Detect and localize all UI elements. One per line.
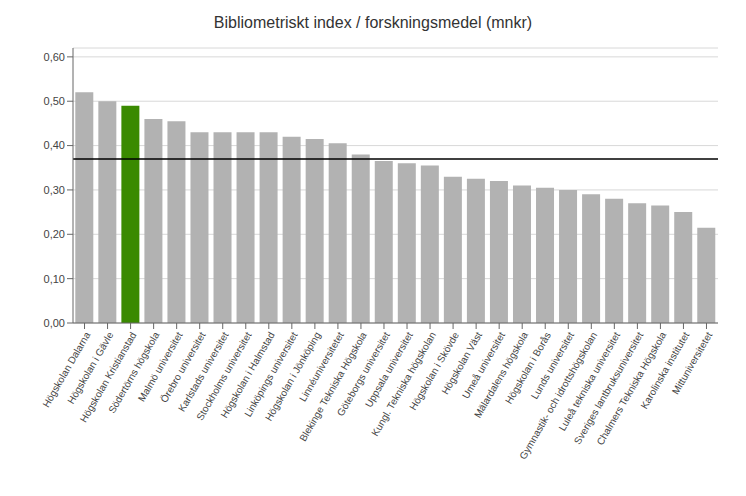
svg-text:0,10: 0,10 [44, 273, 65, 285]
svg-text:Högskolan i Halmstad: Högskolan i Halmstad [218, 330, 277, 420]
svg-text:Linköpings universitet: Linköpings universitet [242, 330, 300, 419]
svg-text:Högskolan i Borås: Högskolan i Borås [503, 330, 554, 406]
svg-text:Karolinska institutet: Karolinska institutet [638, 330, 692, 411]
svg-text:Högskolan Kristianstad: Högskolan Kristianstad [77, 330, 139, 425]
svg-text:Gymnastik- och idrottshögskola: Gymnastik- och idrottshögskolan [517, 330, 600, 462]
svg-text:Högskolan Väst: Högskolan Väst [439, 330, 484, 397]
svg-text:Karlstads universitet: Karlstads universitet [176, 330, 231, 414]
svg-text:Stockholms universitet: Stockholms universitet [194, 330, 254, 423]
svg-text:Högskolan i Jönköping: Högskolan i Jönköping [262, 330, 323, 423]
svg-text:0,50: 0,50 [44, 95, 65, 107]
svg-text:0,20: 0,20 [44, 228, 65, 240]
svg-text:Södertörns högskola: Södertörns högskola [106, 330, 162, 415]
svg-text:Högskolan i Gävle: Högskolan i Gävle [65, 330, 116, 406]
svg-text:Lunds universitet: Lunds universitet [528, 330, 577, 401]
svg-text:0,60: 0,60 [44, 51, 65, 63]
svg-text:Chalmers Tekniska Högskola: Chalmers Tekniska Högskola [594, 330, 669, 448]
svg-text:Uppsala universitet: Uppsala universitet [362, 330, 415, 410]
svg-text:Högskolan i Skövde: Högskolan i Skövde [407, 330, 461, 413]
svg-text:0,40: 0,40 [44, 139, 65, 151]
html-text:Bibliometriskt index / forskni: Bibliometriskt index / forskningsmedel (… [213, 14, 533, 31]
svg-text:Örebro universitet: Örebro universitet [158, 330, 208, 405]
svg-text:Mälardalens högskola: Mälardalens högskola [471, 330, 531, 420]
svg-text:Malmö universitet: Malmö universitet [135, 330, 185, 404]
svg-text:Göteborgs universitet: Göteborgs universitet [334, 330, 392, 418]
svg-text:Sveriges lantbruksuniversitet: Sveriges lantbruksuniversitet [571, 330, 646, 447]
svg-text:0,30: 0,30 [44, 184, 65, 196]
svg-text:Mittuniversitetet: Mittuniversitetet [670, 330, 715, 396]
svg-text:Kungl. Tekniska högskolan: Kungl. Tekniska högskolan [369, 330, 438, 438]
svg-text:Linnéuniversitetet: Linnéuniversitetet [297, 330, 346, 404]
svg-text:Umeå universitet: Umeå universitet [460, 330, 507, 401]
svg-text:Luleå tekniska universitet: Luleå tekniska universitet [556, 330, 623, 433]
svg-text:Blekinge Tekniska Högskola: Blekinge Tekniska Högskola [297, 330, 369, 444]
svg-text:Högskolan Dalarna: Högskolan Dalarna [40, 330, 93, 410]
svg-text:0,00: 0,00 [44, 317, 65, 329]
